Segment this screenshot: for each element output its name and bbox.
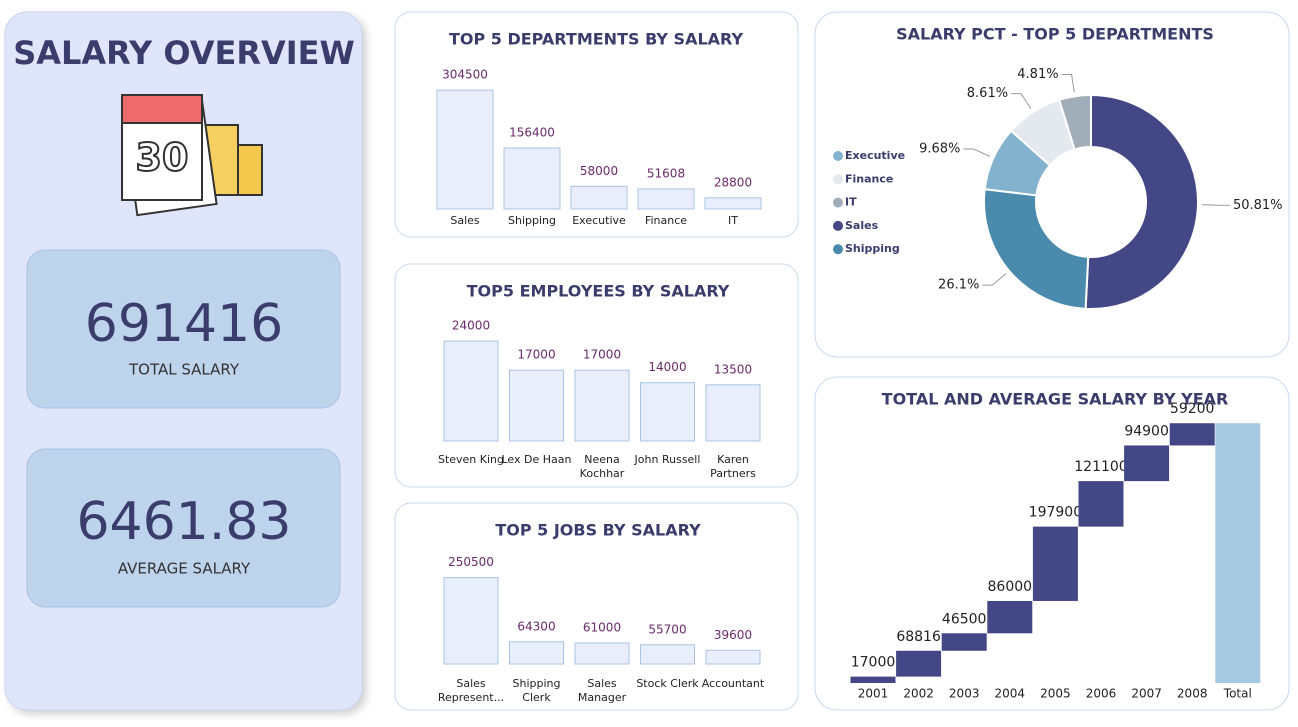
data-label: 121100 <box>1074 459 1127 475</box>
legend-swatch <box>833 151 843 161</box>
bar <box>571 186 627 209</box>
bar <box>638 189 694 209</box>
data-label: 156400 <box>509 125 555 139</box>
x-tick-label: IT <box>728 214 738 227</box>
chart-title: SALARY PCT - TOP 5 DEPARTMENTS <box>896 25 1214 44</box>
kpi-value: 691416 <box>85 294 284 354</box>
data-label: 8.61% <box>967 86 1008 101</box>
x-tick-label: Executive <box>572 214 626 227</box>
data-label: 250500 <box>448 555 494 569</box>
data-label: 61000 <box>583 620 621 634</box>
bar <box>641 645 695 664</box>
waterfall-bar <box>1033 527 1078 601</box>
legend-label: Shipping <box>845 242 900 255</box>
x-tick-label: Accountant <box>702 677 765 690</box>
data-label: 68816 <box>896 629 941 645</box>
bar <box>706 385 760 441</box>
x-tick-label: 2004 <box>995 687 1026 701</box>
data-label: 39600 <box>714 628 752 642</box>
waterfall-bar <box>851 677 896 683</box>
x-tick-label: 2006 <box>1086 687 1117 701</box>
x-tick-label: 2008 <box>1177 687 1208 701</box>
svg-text:30: 30 <box>136 136 189 180</box>
waterfall-bar <box>942 633 987 650</box>
waterfall-bar <box>987 601 1032 633</box>
legend-swatch <box>833 198 843 208</box>
data-label: 17000 <box>851 655 896 671</box>
data-label: 51608 <box>647 166 685 180</box>
bar <box>575 643 629 664</box>
data-label: 58000 <box>580 164 618 178</box>
data-label: 17000 <box>583 348 621 362</box>
data-label: 64300 <box>517 619 555 633</box>
data-label: 4.81% <box>1017 67 1058 82</box>
data-label: 17000 <box>517 348 555 362</box>
total-bar <box>1215 423 1260 683</box>
data-label: 28800 <box>714 175 752 189</box>
kpi-label: TOTAL SALARY <box>128 361 240 379</box>
data-label: 46500 <box>942 611 987 627</box>
data-label: 94900 <box>1124 423 1169 439</box>
kpi-value: 6461.83 <box>76 492 291 552</box>
waterfall-bar <box>1124 445 1169 481</box>
legend-label: IT <box>845 196 857 209</box>
chart-title: TOP 5 DEPARTMENTS BY SALARY <box>449 30 744 49</box>
x-tick-label: Sales <box>450 214 480 227</box>
legend-label: Finance <box>845 172 893 185</box>
legend-label: Sales <box>845 219 879 232</box>
x-tick-label: 2002 <box>903 687 934 701</box>
waterfall-bar <box>896 651 941 677</box>
x-tick-label: 2005 <box>1040 687 1071 701</box>
bar <box>444 578 498 664</box>
bar <box>510 370 564 441</box>
data-label: 14000 <box>648 360 686 374</box>
data-label: 9.68% <box>919 141 960 156</box>
legend-swatch <box>833 174 843 184</box>
data-label: 13500 <box>714 362 752 376</box>
kpi-label: AVERAGE SALARY <box>118 560 251 578</box>
waterfall-bar <box>1170 423 1215 445</box>
x-tick-label: Steven King <box>438 453 504 466</box>
x-tick-label: John Russell <box>634 453 701 466</box>
bar <box>504 148 560 209</box>
bar <box>641 383 695 441</box>
bar <box>444 341 498 441</box>
x-tick-label: 2001 <box>858 687 889 701</box>
chart-title: TOP 5 JOBS BY SALARY <box>495 521 701 540</box>
x-tick-label: Lex De Haan <box>502 453 572 466</box>
legend-label: Executive <box>845 149 905 162</box>
x-tick-label: 2003 <box>949 687 980 701</box>
waterfall-bar <box>1079 481 1124 526</box>
bar <box>705 198 761 209</box>
x-tick-label: Total <box>1223 687 1252 701</box>
data-label: 197900 <box>1029 505 1082 521</box>
data-label: 55700 <box>648 622 686 636</box>
x-tick-label: Finance <box>645 214 687 227</box>
x-tick-label: 2007 <box>1131 687 1162 701</box>
x-tick-label: Shipping <box>508 214 556 227</box>
bar <box>575 370 629 441</box>
legend-swatch <box>833 244 843 254</box>
data-label: 24000 <box>452 319 490 333</box>
chart-title: TOP5 EMPLOYEES BY SALARY <box>467 282 730 301</box>
legend-swatch <box>833 221 843 231</box>
bar <box>706 650 760 664</box>
page-title: SALARY OVERVIEW <box>13 34 355 72</box>
x-tick-label: Stock Clerk <box>636 677 699 690</box>
data-label: 59200 <box>1170 401 1215 417</box>
data-label: 86000 <box>988 579 1033 595</box>
bar <box>437 90 493 209</box>
bar <box>510 642 564 664</box>
data-label: 304500 <box>442 68 488 82</box>
data-label: 50.81% <box>1233 198 1283 213</box>
data-label: 26.1% <box>938 278 979 293</box>
